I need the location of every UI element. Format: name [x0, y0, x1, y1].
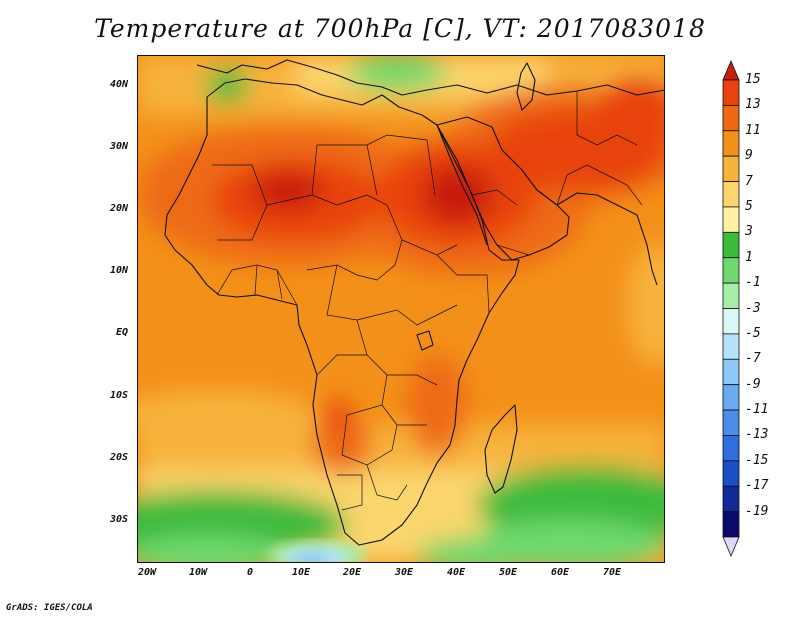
- lon-label-20w: 20W: [137, 567, 157, 578]
- colorbar-bottom-arrow: [722, 536, 740, 557]
- colorbar-level-label: -9: [745, 376, 761, 392]
- colorbar-box: [722, 358, 740, 386]
- lat-label-eq: EQ: [115, 327, 128, 338]
- colorbar-level-label: -13: [745, 427, 769, 443]
- colorbar-level-label: -3: [745, 300, 761, 316]
- colorbar-box: [722, 308, 740, 335]
- colorbar-box: [722, 206, 740, 233]
- colorbar-box: [722, 485, 740, 513]
- colorbar-box: [722, 130, 740, 157]
- colorbar-level-label: 3: [745, 224, 753, 240]
- colorbar-level-label: 9: [745, 148, 753, 164]
- colorbar-level-label: 1: [745, 249, 753, 265]
- colorbar-box: [722, 79, 740, 106]
- lat-label-30s: 30S: [109, 514, 128, 525]
- colorbar-level-label: 13: [745, 97, 761, 113]
- map-title: Temperature at 700hPa [C], VT: 201708301…: [94, 14, 706, 43]
- lon-label-70e: 70E: [602, 567, 622, 578]
- lon-label-50e: 50E: [498, 567, 518, 578]
- colorbar: [722, 60, 740, 557]
- colorbar-box: [722, 333, 740, 360]
- temperature-field: [137, 55, 665, 563]
- colorbar-level-label: -17: [745, 478, 769, 494]
- colorbar-level-label: -1: [745, 275, 761, 291]
- colorbar-level-label: -15: [745, 452, 769, 468]
- lat-label-30n: 30N: [109, 141, 128, 152]
- cold-pocket: [267, 541, 367, 563]
- colorbar-box: [722, 384, 740, 411]
- lon-label-0: 0: [246, 567, 254, 578]
- map-panel: [137, 55, 665, 563]
- lon-label-20e: 20E: [342, 567, 362, 578]
- colorbar-level-label: 5: [745, 198, 753, 214]
- lat-label-10s: 10S: [109, 390, 128, 401]
- colorbar-box: [722, 181, 740, 208]
- colorbar-box: [722, 460, 740, 487]
- colorbar-level-label: 15: [745, 72, 761, 87]
- colorbar-level-label: -19: [745, 503, 769, 519]
- colorbar-top-arrow: [722, 60, 740, 81]
- colorbar-level-label: -7: [745, 351, 761, 367]
- colorbar-level-label: 11: [745, 122, 761, 138]
- lon-label-10w: 10W: [188, 567, 208, 578]
- colorbar-box: [722, 231, 740, 259]
- country-borders: [212, 91, 643, 511]
- colorbar-box: [722, 435, 740, 462]
- colorbar-box: [722, 511, 740, 538]
- lon-label-30e: 30E: [394, 567, 414, 578]
- colorbar-level-label: -5: [745, 325, 761, 341]
- lat-label-40n: 40N: [109, 79, 128, 90]
- colorbar-level-label: 7: [745, 173, 753, 189]
- lon-label-40e: 40E: [446, 567, 466, 578]
- lat-label-20s: 20S: [109, 452, 128, 463]
- colorbar-box: [722, 155, 740, 182]
- temperature-map: [137, 55, 665, 563]
- colorbar-box: [722, 409, 740, 436]
- colorbar-box: [722, 282, 740, 309]
- lon-label-10e: 10E: [291, 567, 311, 578]
- credit-label: GrADS: IGES/COLA: [6, 603, 93, 613]
- colorbar-box: [722, 257, 740, 284]
- lon-label-60e: 60E: [550, 567, 570, 578]
- lat-label-20n: 20N: [109, 203, 128, 214]
- lat-label-10n: 10N: [109, 265, 128, 276]
- colorbar-level-label: -11: [745, 402, 769, 418]
- colorbar-box: [722, 104, 740, 132]
